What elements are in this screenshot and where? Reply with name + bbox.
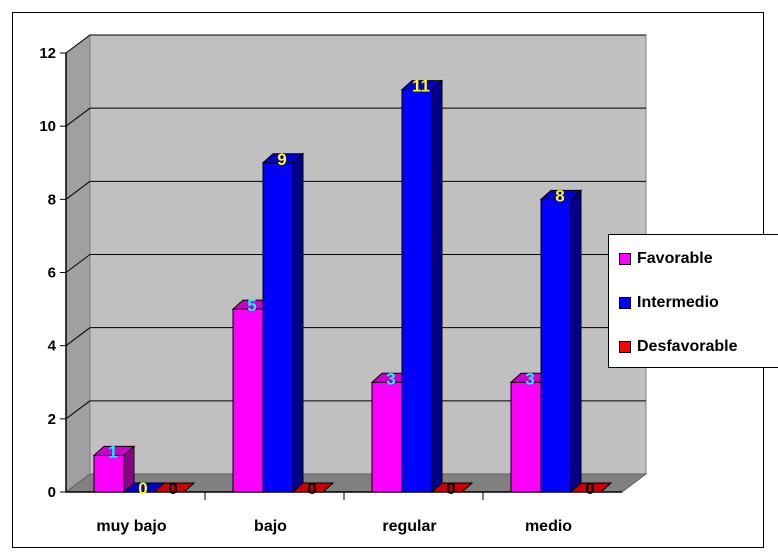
data-label: 11 (412, 77, 430, 96)
data-label: 3 (386, 369, 395, 388)
bar-top (539, 189, 583, 200)
bar-top (430, 482, 474, 493)
bar-desfavorable-3 (569, 482, 613, 493)
bar-front (262, 162, 294, 493)
data-label: 0 (138, 479, 147, 498)
legend-swatch-favorable (619, 253, 631, 265)
y-tick-label: 2 (48, 411, 56, 428)
gridline-side (65, 254, 91, 273)
bar-front (401, 89, 433, 493)
bar-side (431, 79, 443, 494)
gridline-side (65, 327, 91, 347)
data-label: 5 (247, 296, 256, 315)
x-tick-label: medio (525, 518, 572, 535)
bar-favorable-0 (92, 445, 136, 494)
data-label: 1 (108, 442, 117, 461)
legend: Favorable Intermedio Desfavorable (608, 234, 778, 368)
data-label: 9 (277, 150, 286, 169)
bar-front (510, 381, 542, 493)
bar-top (291, 482, 335, 493)
bar-intermedio-1 (261, 152, 305, 494)
bar-top (261, 153, 305, 164)
bar-front (540, 198, 572, 493)
data-label: 0 (168, 479, 177, 498)
gridline-side (65, 107, 91, 127)
bar-desfavorable-2 (430, 482, 474, 493)
gridline-side (65, 400, 91, 420)
y-tick-label: 4 (48, 338, 57, 355)
bar-side (570, 189, 582, 494)
y-tick-label: 6 (48, 265, 56, 282)
legend-label-desfavorable: Desfavorable (637, 338, 738, 355)
x-tick-label: regular (382, 518, 436, 535)
bar-intermedio-3 (539, 189, 583, 494)
x-tick-label: muy bajo (96, 518, 166, 535)
legend-label-intermedio: Intermedio (637, 294, 719, 311)
x-tick-label: bajo (254, 518, 287, 535)
bar-front (232, 308, 264, 493)
legend-item-desfavorable: Desfavorable (619, 337, 738, 357)
bar-top (152, 482, 196, 493)
bar-top (569, 482, 613, 493)
data-label: 3 (525, 369, 534, 388)
legend-label-favorable: Favorable (637, 250, 713, 267)
y-tick-label: 12 (39, 45, 56, 62)
y-tick-label: 0 (48, 484, 56, 501)
data-label: 8 (555, 186, 564, 205)
bar-desfavorable-0 (152, 482, 196, 493)
data-label: 0 (585, 479, 594, 498)
data-label: 0 (307, 479, 316, 498)
bar-side (292, 152, 304, 494)
bar-front (371, 381, 403, 493)
legend-item-favorable: Favorable (619, 249, 713, 269)
bar-top (92, 445, 136, 456)
bar-top (400, 80, 444, 91)
bar-desfavorable-1 (291, 482, 335, 493)
legend-item-intermedio: Intermedio (619, 293, 719, 313)
legend-swatch-intermedio (619, 297, 631, 309)
y-tick-label: 10 (39, 118, 56, 135)
gridline-side (65, 34, 91, 54)
legend-swatch-desfavorable (619, 341, 631, 353)
bar-front (93, 454, 125, 493)
gridline-side (65, 180, 91, 200)
data-label: 0 (446, 479, 455, 498)
bar-intermedio-2 (400, 79, 444, 494)
y-tick-label: 8 (48, 191, 56, 208)
